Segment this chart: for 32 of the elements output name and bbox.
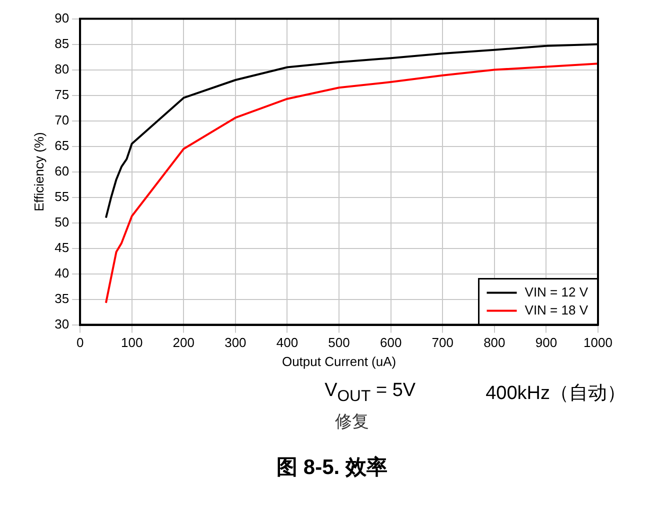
text: V$_{OUT}$ = 5V xyxy=(324,380,416,406)
y-tick-label: 90 xyxy=(54,10,70,26)
y-tick-label: 65 xyxy=(54,138,70,153)
y-tick-label: 30 xyxy=(54,316,70,332)
x-tick-label: 100 xyxy=(121,335,143,350)
y-tick-label: 70 xyxy=(54,112,70,128)
text: 400kHz（自动） xyxy=(486,382,626,406)
y-tick-label: 85 xyxy=(54,36,70,51)
x-tick-label: 800 xyxy=(484,335,506,350)
x-tick-label: 500 xyxy=(328,335,350,350)
text: 图 8-5. 效率 xyxy=(276,454,388,481)
y-tick-label: 60 xyxy=(54,163,70,178)
x-tick-label: 400 xyxy=(276,335,298,350)
y-tick-label: 45 xyxy=(54,240,70,255)
x-tick-label: 200 xyxy=(172,335,194,350)
y-axis-title: Efficiency (%) xyxy=(31,132,46,212)
y-tick-label: 40 xyxy=(54,265,70,280)
y-tick-label: 55 xyxy=(54,188,70,204)
x-axis-title: Output Current (uA) xyxy=(282,354,396,369)
x-tick-label: 300 xyxy=(224,335,246,350)
legend-label: VIN = 12 V xyxy=(524,284,588,300)
x-tick-label: 1000 xyxy=(584,335,612,350)
legend-label: VIN = 18 V xyxy=(524,302,588,318)
text: 修复 xyxy=(334,411,370,433)
x-tick-label: 600 xyxy=(380,335,402,350)
y-tick-label: 50 xyxy=(54,214,70,230)
y-tick-label: 75 xyxy=(54,86,70,102)
y-tick-label: 35 xyxy=(54,290,70,306)
x-tick-label: 0 xyxy=(76,335,84,350)
x-tick-label: 900 xyxy=(535,335,558,350)
x-tick-label: 700 xyxy=(432,335,454,350)
y-tick-label: 80 xyxy=(54,61,70,76)
